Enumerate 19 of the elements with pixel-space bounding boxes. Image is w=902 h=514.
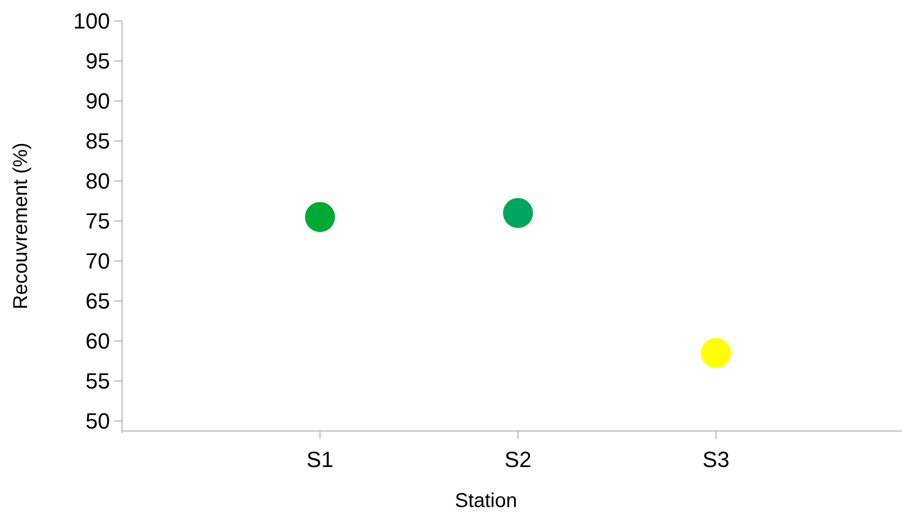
point (503, 198, 533, 228)
y-tick-label: 65 (86, 288, 110, 314)
y-tick-label: 75 (86, 208, 110, 234)
y-tick-label: 85 (86, 128, 110, 154)
x-tick-label: S3 (702, 447, 730, 472)
y-tick-label: 100 (73, 8, 110, 34)
y-tick-label: 90 (86, 88, 110, 114)
y-tick-label: 50 (86, 408, 110, 434)
point (305, 202, 335, 232)
y-tick-label: 70 (86, 248, 110, 274)
y-tick-label: 55 (86, 368, 110, 394)
y-axis-title: Recouvrement (%) (10, 142, 32, 310)
point (701, 338, 731, 368)
x-tick-label: S1 (306, 447, 334, 472)
x-axis-title: Station (454, 490, 518, 512)
y-tick-label: 60 (86, 328, 110, 354)
y-tick-label: 95 (86, 48, 110, 74)
x-tick-label: S2 (504, 447, 532, 472)
y-tick-label: 80 (86, 168, 110, 194)
